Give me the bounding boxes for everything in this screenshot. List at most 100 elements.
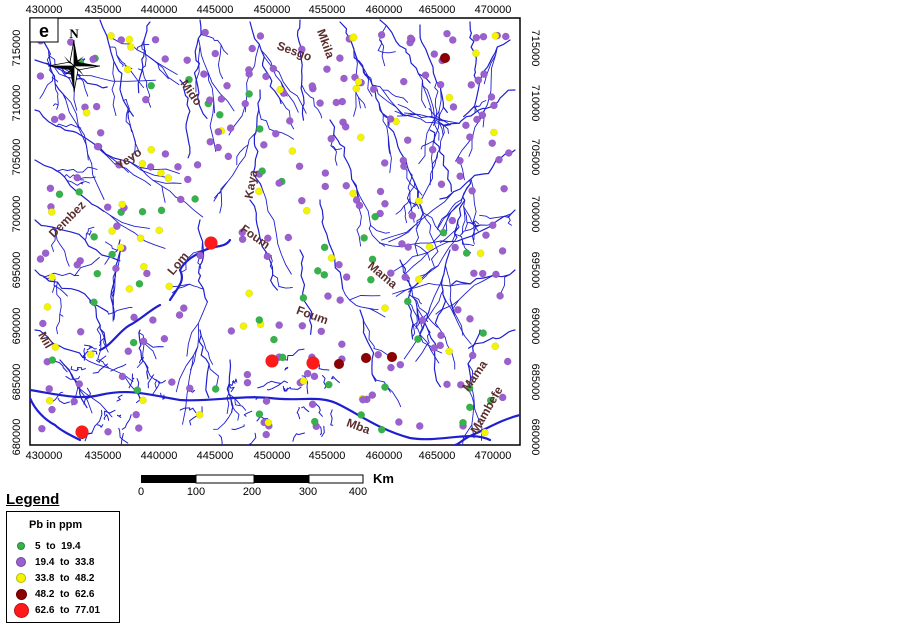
sample-point [295,162,304,171]
sample-point [248,44,257,53]
sample-point [360,234,368,242]
sample-point [445,93,454,102]
sample-point [214,127,223,136]
sample-point [487,93,496,101]
sample-point [381,199,389,208]
sample-point [302,206,311,215]
y-tick-label-right: 710000 [529,85,541,122]
stream [139,167,180,175]
sample-point [48,356,57,364]
sample-point [125,35,134,44]
stream [440,209,516,243]
stream [77,387,113,418]
sample-point [437,180,446,189]
sample-point [472,49,480,58]
stream [416,307,420,319]
stream [454,233,475,247]
stream [256,416,269,422]
sample-point [479,329,488,337]
x-tick-label-bottom: 450000 [254,450,291,462]
sample-point [263,252,272,261]
stream [422,85,433,118]
stream [226,359,234,413]
y-tick-label-left: 700000 [11,196,23,233]
y-tick-label-left: 695000 [11,252,23,289]
scale-bar: 0 100 200 300 400 Km [138,471,394,498]
sample-point [125,285,134,293]
sample-point [332,98,341,107]
stream [63,174,83,179]
sample-point [467,81,476,89]
sample-point [406,34,415,43]
x-tick-label-bottom: 470000 [475,450,512,462]
sample-point [468,186,476,195]
stream [82,350,89,359]
stream [179,407,197,414]
stream [110,363,127,372]
sample-point [217,95,226,103]
sample-point [73,260,82,269]
sample-point [146,163,155,171]
scale-tick: 200 [243,486,261,498]
sample-point [466,403,474,412]
sample-point [183,56,192,65]
sample-point [243,378,252,387]
stream [419,24,448,113]
sample-point [491,31,500,40]
stream [54,360,68,373]
sample-point [215,110,224,119]
stream [414,244,431,261]
sample-point [360,352,372,364]
sample-point [157,206,166,215]
stream [249,199,278,291]
stream [84,409,103,436]
sample-point [313,267,322,275]
sample-point [308,400,317,409]
stream [138,329,149,380]
sample-point [399,156,408,165]
stream [111,289,115,306]
sample-point [39,319,47,328]
stream [248,395,259,400]
sample-point [421,71,430,80]
sample-point [443,29,451,38]
stream [152,179,182,184]
sample-point [82,108,91,117]
sample-point [196,251,205,260]
stream [296,19,305,121]
stream [466,220,480,225]
stream [99,19,134,117]
stream [368,228,386,247]
sample-point [262,397,271,405]
main-river [98,303,162,352]
sample-point [227,327,236,335]
coordinate-ticks: 430000 430000 435000 435000 440000 440000 4450… [11,4,541,462]
x-tick-label-bottom: 445000 [197,450,234,462]
stream [321,425,325,437]
stream [405,251,429,274]
sample-point [243,370,252,379]
stream [428,107,451,126]
stream [322,375,327,389]
stream [209,101,217,152]
sample-point [324,292,332,300]
sample-point [130,313,138,322]
stream [91,350,98,355]
stream [139,356,144,364]
sample-point [501,32,510,41]
sample-point [259,141,268,149]
sample-point [139,337,148,346]
sample-point [398,239,406,248]
stream [377,50,396,54]
stream [52,285,58,293]
sample-point [355,201,364,210]
sample-point [478,269,487,278]
sample-point [377,31,386,39]
stream [51,391,64,403]
stream [425,328,431,347]
stream [56,281,64,317]
sample-point [205,96,214,104]
sample-point [201,28,210,37]
stream [421,211,445,237]
stream [414,116,452,127]
